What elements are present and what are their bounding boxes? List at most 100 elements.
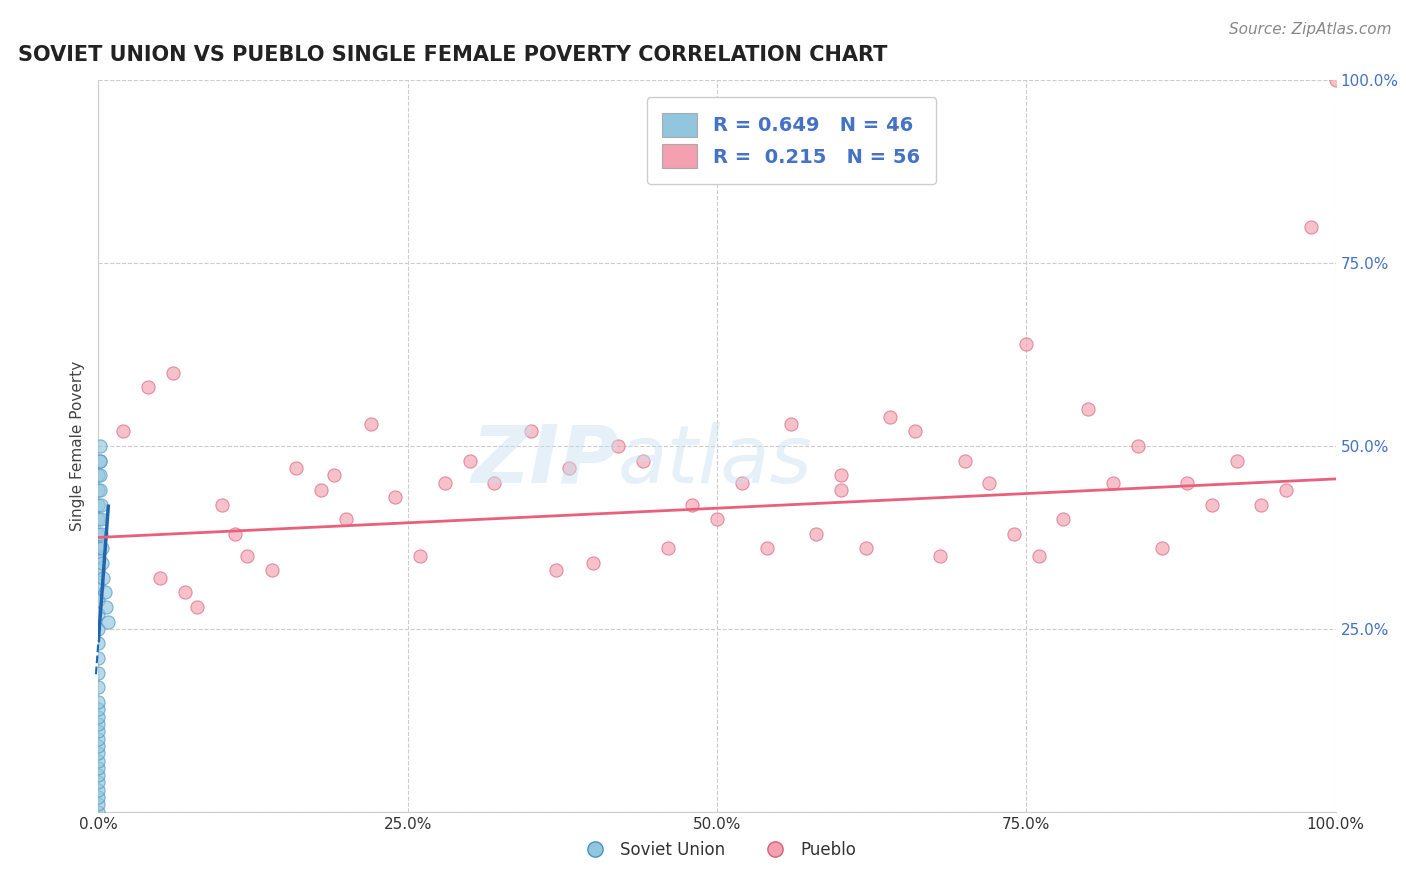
- Point: [149, 571, 172, 585]
- Point: [87, 636, 110, 650]
- Point: [1152, 541, 1174, 556]
- Point: [607, 439, 630, 453]
- Point: [91, 541, 114, 556]
- Point: [928, 549, 950, 563]
- Point: [1077, 402, 1099, 417]
- Point: [87, 563, 110, 577]
- Point: [87, 761, 110, 775]
- Point: [979, 475, 1001, 490]
- Point: [1201, 498, 1223, 512]
- Point: [112, 425, 135, 439]
- Text: SOVIET UNION VS PUEBLO SINGLE FEMALE POVERTY CORRELATION CHART: SOVIET UNION VS PUEBLO SINGLE FEMALE POV…: [18, 45, 887, 65]
- Point: [87, 739, 110, 753]
- Point: [87, 790, 110, 805]
- Point: [755, 541, 778, 556]
- Point: [87, 797, 110, 812]
- Point: [89, 439, 111, 453]
- Point: [87, 782, 110, 797]
- Point: [136, 380, 159, 394]
- Point: [87, 709, 110, 723]
- Point: [904, 425, 927, 439]
- Point: [89, 468, 111, 483]
- Point: [87, 665, 110, 680]
- Point: [89, 453, 111, 467]
- Point: [93, 585, 115, 599]
- Point: [582, 556, 605, 570]
- Point: [89, 483, 111, 497]
- Point: [546, 563, 568, 577]
- Point: [87, 731, 110, 746]
- Point: [87, 746, 110, 760]
- Point: [309, 483, 332, 497]
- Point: [89, 453, 111, 467]
- Point: [162, 366, 184, 380]
- Point: [224, 526, 246, 541]
- Point: [520, 425, 543, 439]
- Point: [94, 599, 117, 614]
- Point: [87, 805, 110, 819]
- Point: [87, 592, 110, 607]
- Point: [1028, 549, 1050, 563]
- Legend: Soviet Union, Pueblo: Soviet Union, Pueblo: [572, 834, 862, 865]
- Point: [174, 585, 197, 599]
- Point: [87, 651, 110, 665]
- Point: [657, 541, 679, 556]
- Point: [830, 483, 852, 497]
- Point: [87, 622, 110, 636]
- Point: [433, 475, 456, 490]
- Y-axis label: Single Female Poverty: Single Female Poverty: [70, 361, 86, 531]
- Point: [87, 681, 110, 695]
- Point: [731, 475, 754, 490]
- Point: [87, 695, 110, 709]
- Point: [87, 483, 110, 497]
- Point: [87, 526, 110, 541]
- Text: atlas: atlas: [619, 422, 813, 500]
- Text: ZIP: ZIP: [471, 422, 619, 500]
- Point: [1275, 483, 1298, 497]
- Point: [87, 775, 110, 789]
- Point: [1175, 475, 1198, 490]
- Point: [87, 768, 110, 782]
- Point: [484, 475, 506, 490]
- Point: [87, 607, 110, 622]
- Point: [87, 541, 110, 556]
- Point: [631, 453, 654, 467]
- Point: [87, 754, 110, 768]
- Point: [90, 526, 112, 541]
- Point: [1324, 73, 1347, 87]
- Point: [90, 498, 112, 512]
- Point: [285, 461, 308, 475]
- Point: [360, 417, 382, 431]
- Point: [804, 526, 827, 541]
- Point: [87, 512, 110, 526]
- Point: [1226, 453, 1249, 467]
- Point: [87, 578, 110, 592]
- Point: [780, 417, 803, 431]
- Point: [87, 717, 110, 731]
- Point: [1102, 475, 1125, 490]
- Point: [557, 461, 579, 475]
- Point: [186, 599, 208, 614]
- Point: [87, 468, 110, 483]
- Point: [1299, 219, 1322, 234]
- Point: [681, 498, 703, 512]
- Point: [87, 549, 110, 563]
- Point: [953, 453, 976, 467]
- Point: [855, 541, 877, 556]
- Point: [1126, 439, 1149, 453]
- Point: [260, 563, 283, 577]
- Point: [1002, 526, 1025, 541]
- Point: [87, 702, 110, 716]
- Point: [1052, 512, 1074, 526]
- Point: [87, 498, 110, 512]
- Point: [706, 512, 728, 526]
- Point: [409, 549, 432, 563]
- Text: Source: ZipAtlas.com: Source: ZipAtlas.com: [1229, 22, 1392, 37]
- Point: [90, 512, 112, 526]
- Point: [322, 468, 344, 483]
- Point: [879, 409, 901, 424]
- Point: [211, 498, 233, 512]
- Point: [87, 724, 110, 739]
- Point: [335, 512, 357, 526]
- Point: [1015, 336, 1038, 351]
